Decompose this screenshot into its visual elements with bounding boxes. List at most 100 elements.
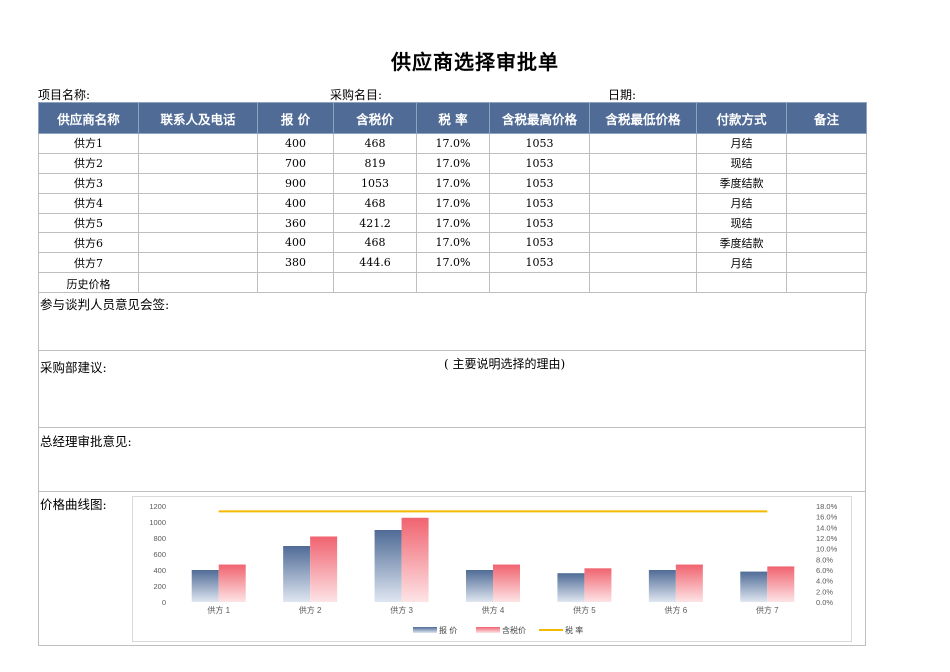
table-cell[interactable]: 1053 — [489, 152, 590, 174]
table-cell[interactable]: 供方3 — [38, 172, 139, 194]
table-cell[interactable]: 17.0% — [416, 152, 490, 174]
table-cell[interactable]: 供方7 — [38, 252, 139, 274]
table-cell[interactable]: 月结 — [696, 192, 787, 214]
table-cell[interactable]: 360 — [257, 212, 334, 234]
col-header-tax-rate: 税 率 — [416, 102, 490, 134]
table-cell[interactable] — [786, 252, 867, 274]
table-cell[interactable]: 400 — [257, 192, 334, 214]
table-cell[interactable]: 468 — [333, 133, 417, 154]
table-row: 历史价格 — [38, 272, 867, 294]
y2-tick-label: 18.0% — [816, 502, 838, 511]
table-cell[interactable] — [696, 272, 787, 294]
table-cell[interactable]: 1053 — [489, 232, 590, 254]
x-tick-label: 供方 6 — [665, 605, 688, 615]
table-cell[interactable] — [589, 232, 697, 254]
table-row: 供方6 400 468 17.0% 1053 季度结款 — [38, 232, 867, 254]
table-cell[interactable]: 17.0% — [416, 252, 490, 274]
table-cell[interactable]: 现结 — [696, 212, 787, 234]
table-cell[interactable] — [786, 212, 867, 234]
y2-tick-label: 14.0% — [816, 523, 838, 532]
table-cell[interactable]: 17.0% — [416, 192, 490, 214]
table-cell[interactable] — [786, 232, 867, 254]
table-cell[interactable] — [589, 212, 697, 234]
table-cell[interactable]: 供方6 — [38, 232, 139, 254]
table-cell[interactable]: 月结 — [696, 133, 787, 154]
table-cell[interactable] — [786, 133, 867, 154]
table-cell[interactable] — [489, 272, 590, 294]
table-cell[interactable]: 380 — [257, 252, 334, 274]
table-cell[interactable] — [589, 192, 697, 214]
table-cell[interactable]: 1053 — [489, 192, 590, 214]
table-cell[interactable] — [786, 172, 867, 194]
col-header-quote: 报 价 — [257, 102, 334, 134]
bar — [466, 570, 493, 602]
table-cell[interactable]: 468 — [333, 232, 417, 254]
table-row: 供方3 900 1053 17.0% 1053 季度结款 — [38, 172, 867, 194]
table-cell[interactable]: 供方1 — [38, 133, 139, 154]
participants-label: 参与谈判人员意见会签: — [40, 297, 170, 312]
table-cell[interactable]: 供方4 — [38, 192, 139, 214]
y2-tick-label: 4.0% — [816, 577, 833, 586]
legend-label: 税 率 — [565, 625, 583, 635]
table-cell[interactable]: 供方5 — [38, 212, 139, 234]
table-cell[interactable] — [138, 272, 258, 294]
table-cell[interactable]: 历史价格 — [38, 272, 139, 294]
table-cell[interactable]: 1053 — [489, 212, 590, 234]
y-tick-label: 600 — [153, 550, 166, 559]
table-cell[interactable] — [138, 172, 258, 194]
table-cell[interactable] — [589, 133, 697, 154]
chart-section: 价格曲线图: — [38, 492, 866, 646]
table-cell[interactable] — [786, 272, 867, 294]
table-cell[interactable]: 17.0% — [416, 232, 490, 254]
table-cell[interactable] — [138, 212, 258, 234]
bar — [648, 570, 676, 602]
table-cell[interactable] — [416, 272, 490, 294]
table-cell[interactable] — [257, 272, 334, 294]
legend-swatch — [413, 627, 437, 633]
table-cell[interactable] — [138, 252, 258, 274]
table-cell[interactable]: 季度结款 — [696, 172, 787, 194]
bar — [584, 568, 612, 602]
table-cell[interactable]: 468 — [333, 192, 417, 214]
table-cell[interactable]: 819 — [333, 152, 417, 174]
table-cell[interactable] — [589, 172, 697, 194]
col-header-min-price: 含税最低价格 — [589, 102, 697, 134]
table-cell[interactable]: 17.0% — [416, 172, 490, 194]
x-tick-label: 供方 4 — [482, 605, 505, 615]
y2-tick-label: 6.0% — [816, 566, 833, 575]
table-cell[interactable]: 17.0% — [416, 133, 490, 154]
table-cell[interactable]: 700 — [257, 152, 334, 174]
y2-tick-label: 2.0% — [816, 587, 833, 596]
table-cell[interactable]: 1053 — [489, 172, 590, 194]
table-cell[interactable]: 400 — [257, 133, 334, 154]
table-cell[interactable] — [589, 152, 697, 174]
table-cell[interactable]: 400 — [257, 232, 334, 254]
table-cell[interactable]: 月结 — [696, 252, 787, 274]
table-cell[interactable] — [333, 272, 417, 294]
x-tick-label: 供方 3 — [390, 605, 413, 615]
table-cell[interactable] — [138, 152, 258, 174]
col-header-payment: 付款方式 — [696, 102, 787, 134]
table-cell[interactable]: 17.0% — [416, 212, 490, 234]
y2-tick-label: 0.0% — [816, 598, 833, 607]
table-cell[interactable] — [786, 152, 867, 174]
table-cell[interactable]: 现结 — [696, 152, 787, 174]
table-cell[interactable]: 1053 — [333, 172, 417, 194]
table-cell[interactable] — [589, 252, 697, 274]
table-cell[interactable]: 1053 — [489, 252, 590, 274]
x-tick-label: 供方 2 — [299, 605, 322, 615]
table-cell[interactable] — [138, 133, 258, 154]
table-cell[interactable] — [138, 192, 258, 214]
x-tick-label: 供方 1 — [207, 605, 230, 615]
table-cell[interactable]: 1053 — [489, 133, 590, 154]
table-cell[interactable]: 421.2 — [333, 212, 417, 234]
table-cell[interactable]: 供方2 — [38, 152, 139, 174]
table-cell[interactable] — [589, 272, 697, 294]
table-cell[interactable]: 900 — [257, 172, 334, 194]
y-tick-label: 200 — [153, 582, 166, 591]
table-cell[interactable] — [786, 192, 867, 214]
bar — [283, 546, 311, 602]
table-cell[interactable]: 444.6 — [333, 252, 417, 274]
table-cell[interactable] — [138, 232, 258, 254]
table-cell[interactable]: 季度结款 — [696, 232, 787, 254]
